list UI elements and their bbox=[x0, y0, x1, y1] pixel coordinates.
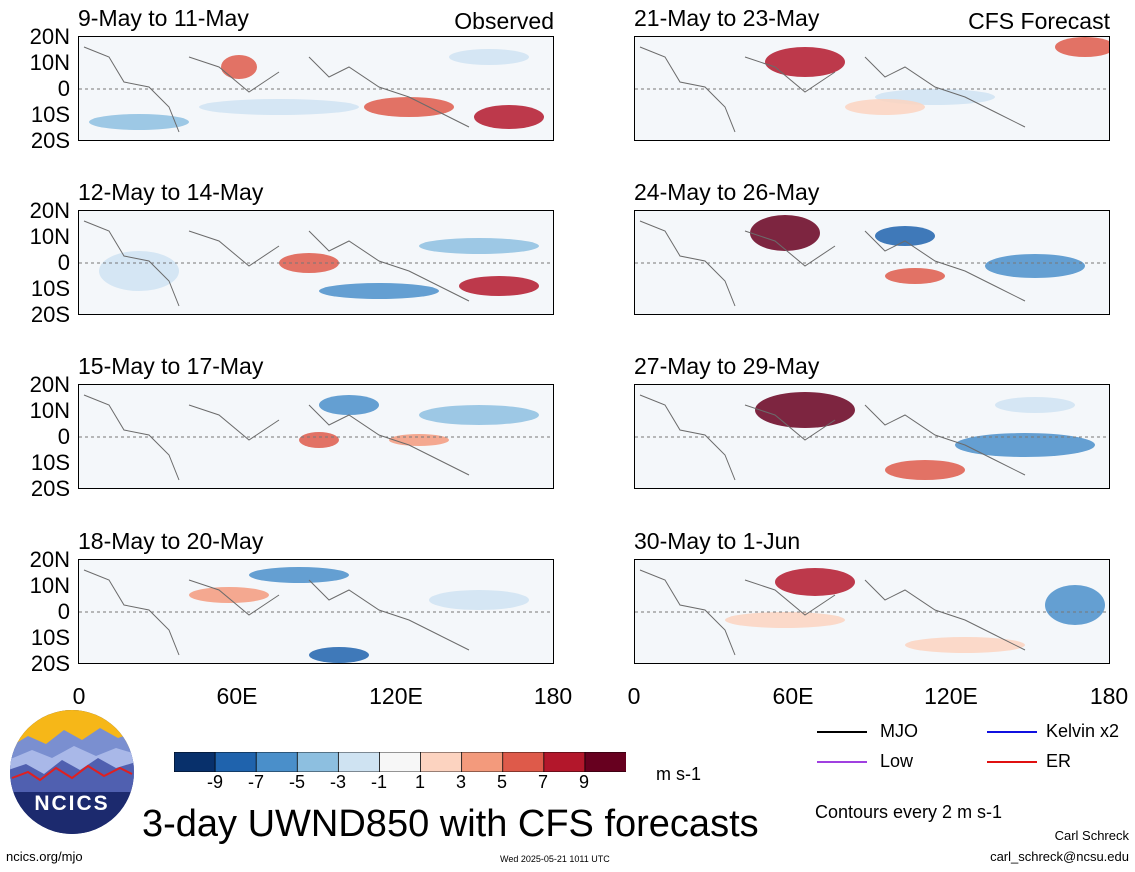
panel-title-p3: 15-May to 17-May bbox=[78, 353, 264, 379]
coastline bbox=[639, 46, 1026, 133]
colorbar-box bbox=[420, 751, 463, 773]
legend-line-kelvin bbox=[987, 731, 1037, 733]
anomaly-shading bbox=[319, 283, 439, 299]
coastline bbox=[83, 220, 470, 307]
legend-line-low bbox=[817, 761, 867, 763]
coastline bbox=[639, 569, 1026, 656]
colorbar-units: m s-1 bbox=[656, 764, 701, 784]
anomaly-shading bbox=[995, 397, 1075, 413]
anomaly-shading bbox=[985, 254, 1085, 278]
colorbar-box bbox=[173, 751, 216, 773]
coastline bbox=[639, 220, 1026, 307]
colorbar-box bbox=[502, 751, 545, 773]
panel-title-p1: 9-May to 11-May bbox=[78, 5, 249, 31]
anomaly-shading bbox=[419, 405, 539, 425]
anomaly-shading bbox=[309, 647, 369, 663]
timestamp: Wed 2025-05-21 1011 UTC bbox=[500, 854, 610, 864]
map-panel-p8 bbox=[634, 559, 1110, 664]
map-panel-p7 bbox=[634, 384, 1110, 489]
legend-line-er bbox=[987, 761, 1037, 763]
anomaly-shading bbox=[99, 251, 179, 291]
legend-label-er: ER bbox=[1046, 751, 1072, 771]
legend-label-low: Low bbox=[880, 751, 914, 771]
anomaly-shading bbox=[875, 226, 935, 246]
anomaly-shading bbox=[221, 55, 257, 79]
colorbar-box bbox=[543, 751, 586, 773]
anomaly-shading bbox=[845, 99, 925, 115]
anomaly-shading bbox=[765, 47, 845, 77]
map-panel-p1 bbox=[78, 36, 554, 141]
map-panel-p4 bbox=[78, 559, 554, 664]
legend-label-mjo: MJO bbox=[880, 721, 918, 741]
anomaly-shading bbox=[725, 612, 845, 628]
website-link[interactable]: ncics.org/mjo bbox=[6, 849, 83, 864]
panel-title-p6: 24-May to 26-May bbox=[634, 179, 820, 205]
anomaly-shading bbox=[319, 395, 379, 415]
colorbar-box bbox=[337, 751, 381, 773]
forecast-label: CFS Forecast bbox=[968, 8, 1110, 34]
anomaly-shading bbox=[89, 114, 189, 130]
panel-title-p2: 12-May to 14-May bbox=[78, 179, 264, 205]
panel-title-p5: 21-May to 23-May bbox=[634, 5, 820, 31]
colorbar-box bbox=[255, 751, 299, 773]
anomaly-shading bbox=[449, 49, 529, 65]
anomaly-shading bbox=[189, 587, 269, 603]
map-panel-p6 bbox=[634, 210, 1110, 315]
panel-title-p7: 27-May to 29-May bbox=[634, 353, 820, 379]
panel-title-p4: 18-May to 20-May bbox=[78, 528, 264, 554]
colorbar-box bbox=[379, 751, 422, 773]
anomaly-shading bbox=[459, 276, 539, 296]
legend-label-kelvin: Kelvin x2 bbox=[1046, 721, 1120, 741]
map-panel-p5 bbox=[634, 36, 1110, 141]
anomaly-shading bbox=[419, 238, 539, 254]
email: carl_schreck@ncsu.edu bbox=[990, 849, 1129, 864]
anomaly-shading bbox=[474, 105, 544, 129]
anomaly-shading bbox=[1055, 37, 1109, 57]
observed-label: Observed bbox=[454, 8, 554, 34]
anomaly-shading bbox=[885, 460, 965, 480]
author: Carl Schreck bbox=[1054, 828, 1129, 843]
map-panel-p2 bbox=[78, 210, 554, 315]
anomaly-shading bbox=[750, 215, 820, 251]
coastline bbox=[83, 46, 470, 133]
anomaly-shading bbox=[299, 432, 339, 448]
colorbar bbox=[173, 751, 627, 773]
anomaly-shading bbox=[429, 590, 529, 610]
contour-note: Contours every 2 m s-1 bbox=[815, 802, 1003, 822]
map-panel-p3 bbox=[78, 384, 554, 489]
anomaly-shading bbox=[755, 392, 855, 428]
anomaly-shading bbox=[389, 434, 449, 446]
colorbar-box bbox=[296, 751, 340, 773]
panel-title-p8: 30-May to 1-Jun bbox=[634, 528, 801, 554]
anomaly-shading bbox=[1045, 585, 1105, 625]
legend-line-mjo bbox=[817, 731, 867, 733]
colorbar-box bbox=[584, 751, 627, 773]
colorbar-box bbox=[461, 751, 504, 773]
anomaly-shading bbox=[775, 568, 855, 596]
anomaly-shading bbox=[199, 99, 359, 115]
ncics-logo: NCICS bbox=[8, 708, 136, 836]
coastline bbox=[83, 569, 470, 656]
anomaly-shading bbox=[364, 97, 454, 117]
main-title: 3-day UWND850 with CFS forecasts bbox=[142, 803, 759, 845]
coastline bbox=[83, 394, 470, 481]
anomaly-shading bbox=[905, 637, 1025, 653]
anomaly-shading bbox=[955, 433, 1095, 457]
coastline bbox=[639, 394, 1026, 481]
anomaly-shading bbox=[885, 268, 945, 284]
colorbar-box bbox=[214, 751, 258, 773]
anomaly-shading bbox=[249, 567, 349, 583]
